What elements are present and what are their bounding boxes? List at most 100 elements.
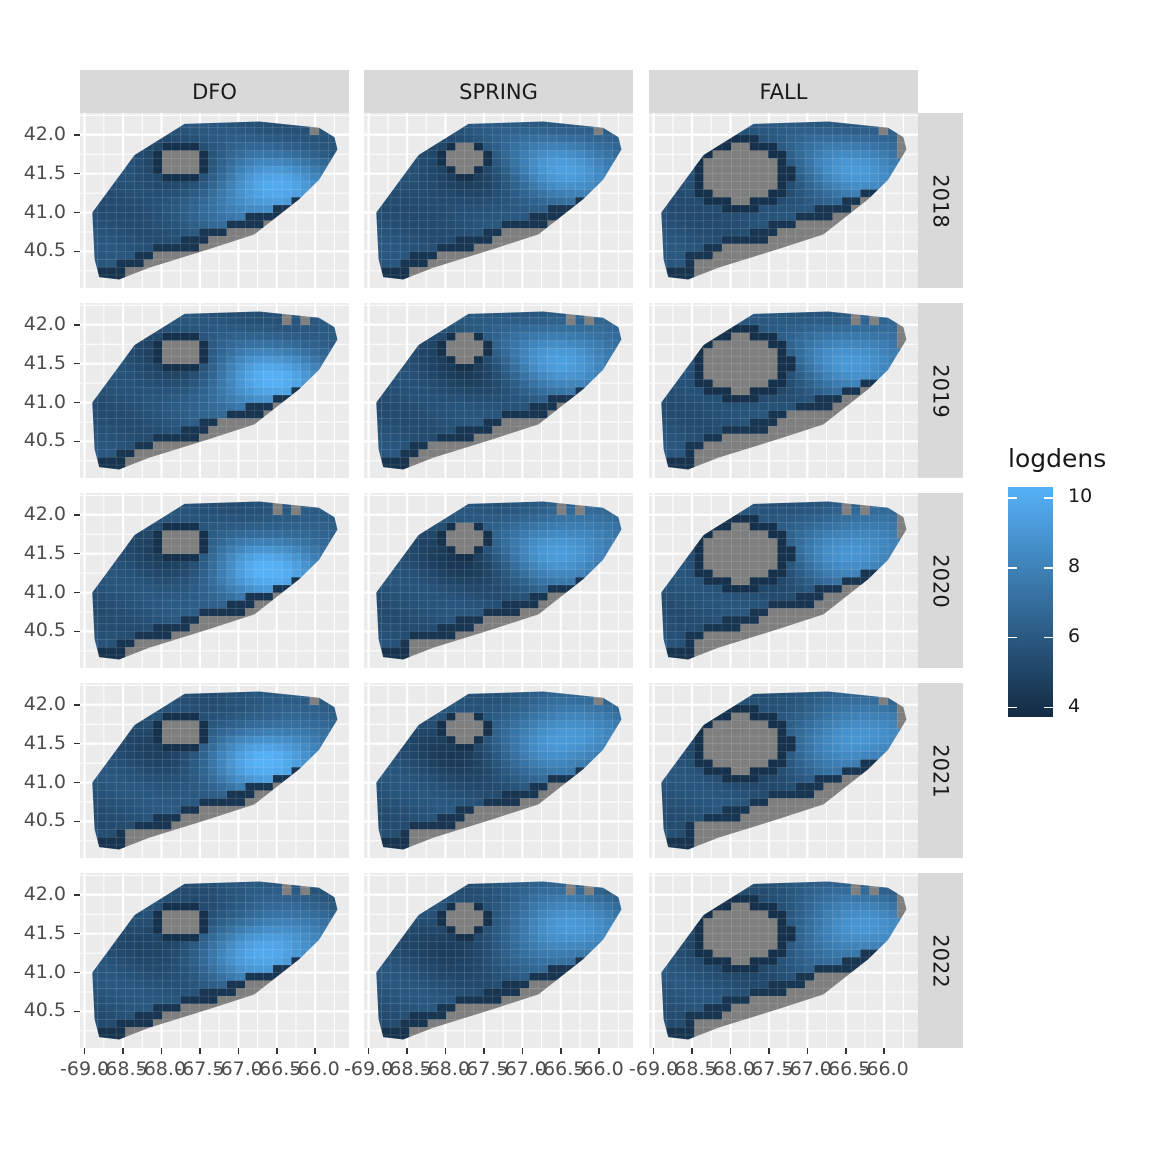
tile xyxy=(565,173,576,182)
tile xyxy=(171,727,182,737)
tile xyxy=(740,355,751,365)
tile xyxy=(115,204,126,214)
tile xyxy=(143,797,154,807)
tile xyxy=(143,623,154,632)
tile xyxy=(473,316,484,326)
tile xyxy=(300,751,311,760)
tile xyxy=(436,592,447,601)
tile xyxy=(767,758,778,768)
tile xyxy=(666,782,677,791)
tile xyxy=(235,150,246,159)
tile xyxy=(254,134,265,144)
tile xyxy=(777,188,788,198)
tile xyxy=(161,805,172,815)
tile xyxy=(152,751,163,760)
tile xyxy=(208,402,219,411)
tile xyxy=(161,394,172,404)
tile xyxy=(152,774,163,784)
tile xyxy=(823,371,834,380)
tile xyxy=(399,235,410,245)
tile xyxy=(445,243,456,252)
tile xyxy=(721,332,732,341)
tile xyxy=(134,181,145,190)
tile xyxy=(409,592,420,601)
tile xyxy=(777,157,788,167)
tile xyxy=(675,212,686,221)
tile xyxy=(575,530,586,539)
tile xyxy=(501,696,512,706)
tile xyxy=(189,758,200,768)
tile xyxy=(703,758,714,768)
tile xyxy=(813,347,824,357)
tile xyxy=(758,751,769,760)
tile xyxy=(464,410,475,419)
tile xyxy=(309,704,320,714)
tile xyxy=(878,142,889,151)
tile xyxy=(556,196,567,206)
tile xyxy=(189,355,200,365)
tile xyxy=(134,607,145,617)
tile xyxy=(694,402,705,411)
tile xyxy=(436,522,447,531)
tile xyxy=(482,316,493,326)
tile xyxy=(556,142,567,151)
tile xyxy=(436,441,447,450)
tile xyxy=(869,142,880,151)
tile xyxy=(171,623,182,632)
tile xyxy=(226,506,237,516)
tile xyxy=(584,363,595,372)
tile xyxy=(565,506,576,516)
tile xyxy=(263,727,274,737)
tile xyxy=(492,592,503,601)
tile xyxy=(510,355,521,365)
tile xyxy=(226,347,237,357)
tile xyxy=(758,196,769,206)
tile xyxy=(464,347,475,357)
tile xyxy=(97,456,108,466)
tile xyxy=(226,340,237,349)
tile xyxy=(152,735,163,745)
tile xyxy=(675,782,686,791)
tile xyxy=(263,758,274,768)
tile xyxy=(730,545,741,555)
tile xyxy=(291,324,302,334)
tile xyxy=(666,258,677,268)
tile xyxy=(584,727,595,737)
tile xyxy=(749,227,760,237)
tile xyxy=(161,607,172,617)
tile xyxy=(860,165,871,175)
tile xyxy=(740,797,751,807)
tile xyxy=(666,821,677,830)
tile xyxy=(464,355,475,365)
tile xyxy=(409,545,420,555)
tile xyxy=(878,522,889,531)
tile xyxy=(115,410,126,419)
tile xyxy=(106,196,117,206)
tile xyxy=(777,394,788,404)
tile xyxy=(721,181,732,190)
tile xyxy=(786,157,797,167)
tile xyxy=(318,134,329,144)
tile xyxy=(492,615,503,625)
tile xyxy=(97,782,108,791)
tile xyxy=(832,553,843,562)
tile xyxy=(575,545,586,555)
tile xyxy=(281,324,292,334)
tile xyxy=(666,836,677,846)
tile xyxy=(464,774,475,784)
tile xyxy=(171,181,182,190)
tile xyxy=(143,537,154,547)
tile xyxy=(730,592,741,601)
tile xyxy=(390,243,401,252)
tile xyxy=(510,394,521,404)
tile xyxy=(115,813,126,822)
tile xyxy=(703,782,714,791)
tile xyxy=(180,402,191,411)
tile xyxy=(263,394,274,404)
tile xyxy=(106,646,117,656)
tile xyxy=(436,712,447,721)
tile xyxy=(584,347,595,357)
tile xyxy=(464,797,475,807)
tile xyxy=(777,386,788,396)
tile xyxy=(804,173,815,182)
